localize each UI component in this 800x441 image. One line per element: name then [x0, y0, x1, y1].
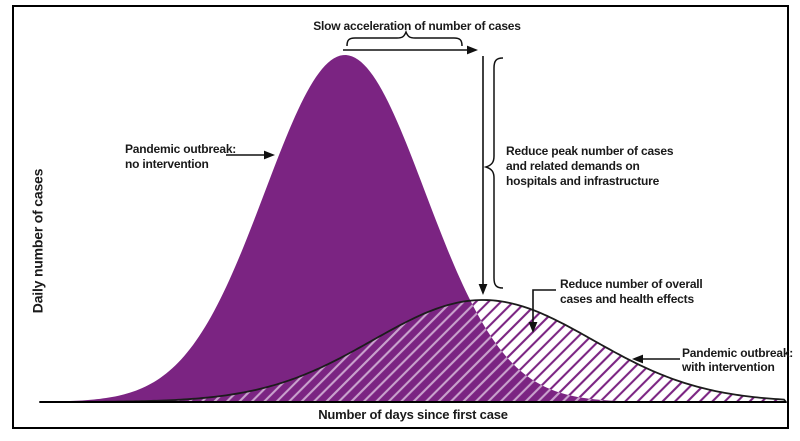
- no-intervention-arrowhead: [264, 150, 275, 160]
- reduce-overall-arrow: [532, 289, 556, 324]
- reduce-overall-arrowhead: [528, 322, 538, 333]
- y-axis-label: Daily number of cases: [29, 168, 46, 314]
- no-intervention-label: Pandemic outbreak: no intervention: [125, 142, 237, 171]
- slow-acceleration-label: Slow acceleration of number of cases: [313, 19, 521, 33]
- reduce-peak-brace: [483, 57, 504, 289]
- with-intervention-label: Pandemic outbreak: with intervention: [682, 346, 794, 374]
- slow-acceleration-arrowhead: [467, 45, 478, 55]
- reduce-overall-label: Reduce number of overall cases and healt…: [560, 277, 703, 306]
- reduce-peak-arrowhead: [478, 284, 488, 295]
- slow-acceleration-brace: [346, 29, 463, 47]
- curve-with-intervention-outline: [39, 299, 788, 403]
- curve-no-intervention: [40, 55, 786, 402]
- reduce-peak-label: Reduce peak number of cases and related …: [506, 144, 674, 188]
- with-intervention-arrowhead: [632, 354, 643, 364]
- x-axis-label: Number of days since first case: [318, 407, 508, 422]
